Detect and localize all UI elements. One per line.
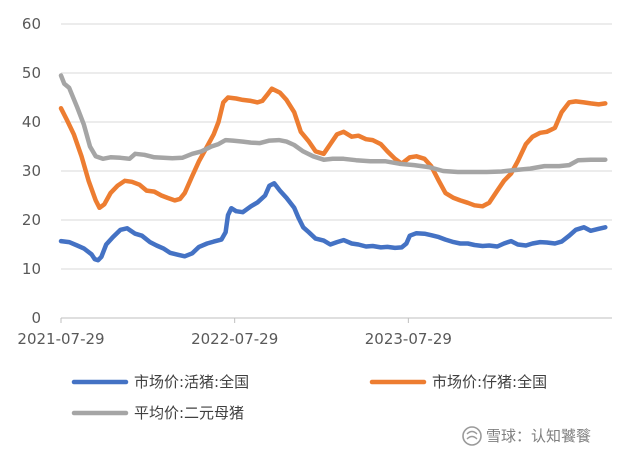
- watermark-text: 雪球：认知饕餮: [486, 427, 591, 445]
- x-tick-label: 2022-07-29: [191, 330, 278, 348]
- series-lines: [58, 73, 608, 263]
- series-line-0: [58, 181, 608, 263]
- legend-label: 市场价:活猪:全国: [134, 373, 249, 391]
- series-line-2: [58, 73, 608, 175]
- legend-item-2: 平均价:二元母猪: [71, 404, 244, 422]
- legend-label: 平均价:二元母猪: [134, 404, 244, 422]
- y-tick-label: 50: [22, 64, 41, 82]
- y-tick-label: 10: [22, 260, 41, 278]
- x-tick-label: 2021-07-29: [17, 330, 104, 348]
- y-tick-label: 20: [22, 211, 41, 229]
- watermark: 雪球：认知饕餮: [462, 426, 591, 446]
- y-tick-label: 60: [22, 15, 41, 33]
- y-tick-label: 30: [22, 162, 41, 180]
- y-tick-label: 0: [31, 309, 41, 327]
- legend-label: 市场价:仔猪:全国: [432, 373, 547, 391]
- series-line-1: [58, 86, 608, 211]
- y-tick-label: 40: [22, 113, 41, 131]
- gridlines: [61, 23, 612, 319]
- axes: 0 10 20 30 40 50 60 2021-07-29 2022-07-29 2023-07…: [17, 15, 452, 348]
- x-tick-label: 2023-07-29: [365, 330, 452, 348]
- legend-item-1: 市场价:仔猪:全国: [369, 373, 547, 391]
- snowball-icon: [462, 426, 482, 446]
- legend-item-0: 市场价:活猪:全国: [71, 373, 249, 391]
